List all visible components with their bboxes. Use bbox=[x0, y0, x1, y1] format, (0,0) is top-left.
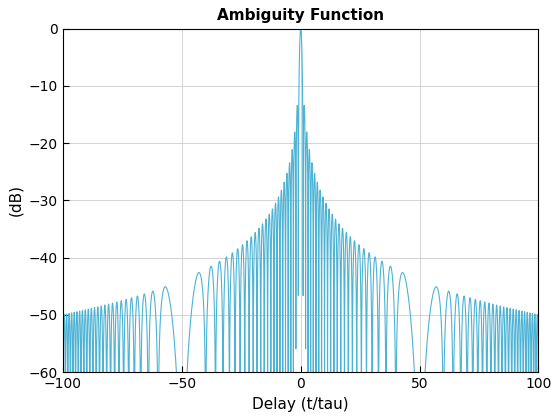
X-axis label: Delay (t/tau): Delay (t/tau) bbox=[253, 396, 349, 412]
Title: Ambiguity Function: Ambiguity Function bbox=[217, 8, 384, 24]
Y-axis label: (dB): (dB) bbox=[8, 184, 24, 216]
